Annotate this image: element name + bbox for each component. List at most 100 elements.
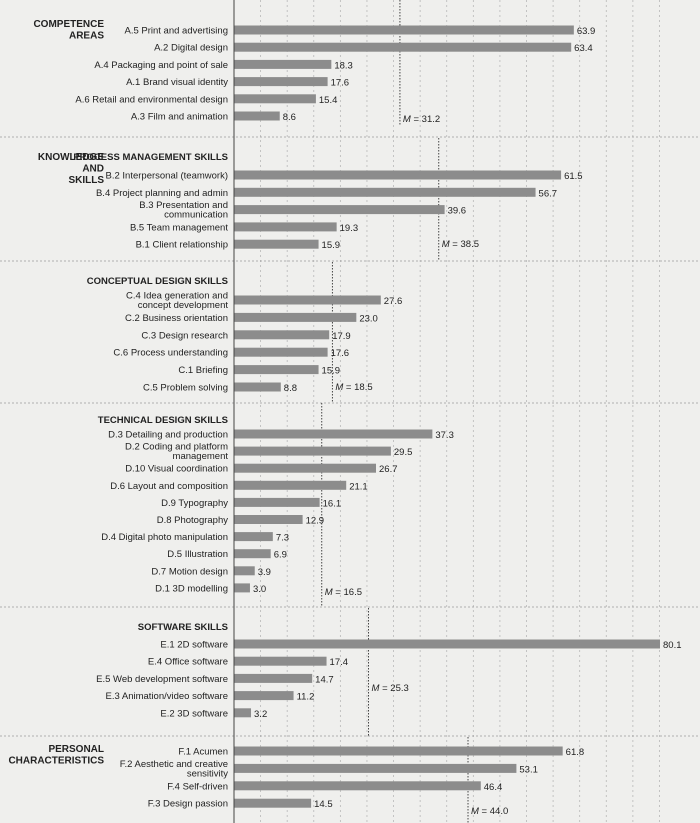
bar [234, 497, 320, 507]
bar [234, 691, 294, 701]
bar [234, 708, 252, 718]
bar-value: 53.1 [519, 764, 538, 775]
bar [234, 583, 250, 593]
bar-label: A.3 Film and animation [131, 112, 228, 123]
bar-value: 8.8 [284, 383, 297, 394]
bar-label: C.5 Problem solving [143, 383, 228, 394]
bar-label: D.5 Illustration [167, 549, 228, 560]
bar-label: D.2 Coding and platform management [125, 442, 228, 463]
bar-value: 23.0 [359, 313, 378, 324]
bar [234, 111, 280, 121]
bar [234, 312, 357, 322]
bar-value: 16.1 [323, 498, 342, 509]
mean-label: M = 44.0 [471, 806, 508, 817]
bar-value: 15.9 [322, 366, 341, 377]
bar-label: A.2 Digital design [154, 43, 228, 54]
bar-label: D.8 Photography [157, 515, 229, 526]
bar [234, 532, 273, 542]
bar-value: 15.4 [319, 95, 338, 106]
bar [234, 25, 574, 35]
bar-label: A.1 Brand visual identity [126, 77, 228, 88]
bar-value: 19.3 [340, 223, 359, 234]
bar-value: 15.9 [322, 240, 341, 251]
bar-value: 61.8 [566, 747, 585, 758]
group-subtitle: CONCEPTUAL DESIGN SKILLS [87, 276, 228, 287]
bar-label: C.4 Idea generation and concept developme… [126, 291, 228, 312]
bar-label: D.9 Typography [161, 498, 228, 509]
bar-label: E.5 Web development software [96, 674, 228, 685]
bar-value: 7.3 [276, 533, 289, 544]
bar [234, 480, 347, 490]
bar [234, 330, 330, 340]
bar-label: C.3 Design research [141, 330, 228, 341]
bar [234, 515, 303, 524]
bar-value: 11.2 [297, 692, 315, 703]
bar [234, 798, 312, 808]
bar-label: F.1 Acumen [178, 747, 228, 758]
bar-label: C.2 Business orientation [125, 313, 228, 324]
bar-label: B.4 Project planning and admin [96, 188, 228, 199]
bar-value: 12.9 [306, 516, 325, 527]
text-layer: COMPETENCE AREAS A.5 Print and advertising… [8, 19, 681, 817]
section-title: COMPETENCE AREAS [33, 19, 104, 42]
bar [234, 295, 381, 305]
bar-value: 6.9 [274, 550, 287, 561]
bar-label: F.4 Self-driven [167, 781, 228, 792]
bar-value: 3.2 [254, 709, 267, 720]
bar-label: E.2 3D software [160, 708, 228, 719]
bar [234, 347, 328, 357]
bar-label: D.3 Detailing and production [108, 430, 228, 441]
bar [234, 187, 536, 197]
bar-label: A.4 Packaging and point of sale [94, 60, 228, 71]
mean-label: M = 18.5 [335, 382, 372, 393]
bar-label: D.7 Motion design [151, 566, 228, 577]
bar-value: 3.0 [253, 584, 266, 595]
mean-label: M = 31.2 [403, 114, 440, 125]
bar [234, 205, 445, 215]
bar [234, 365, 319, 375]
separator-layer [0, 136, 700, 737]
section-title: KNOWLEDGE AND SKILLS [38, 152, 104, 186]
bar-value: 80.1 [663, 640, 682, 651]
bar-value: 26.7 [379, 464, 398, 475]
mean-layer [321, 0, 469, 823]
grid-layer [260, 0, 660, 823]
bar-label: C.1 Briefing [178, 365, 228, 376]
bar-label: B.5 Team management [130, 222, 228, 233]
bar-label: E.1 2D software [160, 640, 228, 651]
group-subtitle: SOFTWARE SKILLS [138, 622, 228, 633]
bar-value: 21.1 [349, 481, 368, 492]
bar [234, 239, 319, 249]
bar-value: 39.6 [448, 206, 467, 217]
bar-value: 61.5 [564, 171, 583, 182]
bar [234, 673, 313, 683]
bar-value: 14.5 [314, 799, 333, 810]
bar-layer [234, 25, 660, 808]
bar [234, 639, 660, 649]
bar-value: 29.5 [394, 447, 413, 458]
group-subtitle: TECHNICAL DESIGN SKILLS [98, 415, 228, 426]
bar [234, 77, 328, 87]
bar-value: 17.6 [331, 348, 350, 359]
bar-label: A.5 Print and advertising [124, 26, 228, 37]
bar-value: 8.6 [283, 112, 296, 123]
mean-label: M = 25.3 [372, 683, 409, 694]
bar [234, 763, 517, 773]
bar [234, 170, 562, 180]
bar [234, 781, 481, 791]
bar-label: A.6 Retail and environmental design [75, 94, 228, 105]
bar-value: 63.9 [577, 26, 596, 37]
bar-value: 27.6 [384, 296, 403, 307]
bar [234, 746, 563, 756]
group-subtitle: PROCESS MANAGEMENT SKILLS [73, 152, 228, 163]
bar-label: D.1 3D modelling [155, 583, 228, 594]
bar-value: 17.9 [332, 331, 351, 342]
bar [234, 446, 391, 456]
bar-value: 3.9 [258, 567, 271, 578]
bar-value: 46.4 [484, 782, 503, 793]
bar [234, 549, 271, 559]
bar [234, 222, 337, 232]
bar [234, 94, 316, 104]
bar-value: 17.6 [331, 78, 350, 89]
